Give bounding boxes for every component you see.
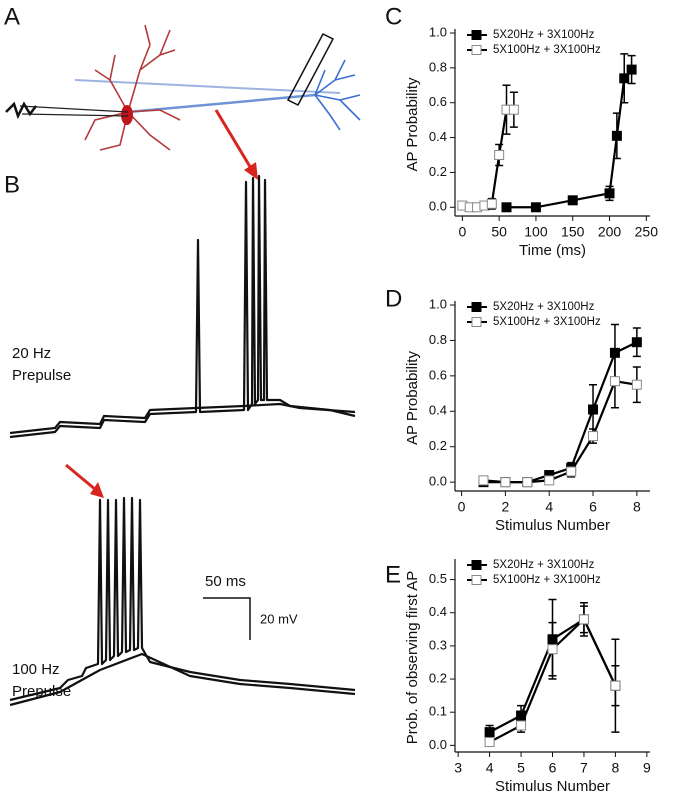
y-axis-label: AP Probability bbox=[404, 77, 421, 171]
panel-letter: B bbox=[4, 171, 20, 198]
marker bbox=[611, 130, 622, 141]
x-tick-label: 0 bbox=[458, 224, 466, 240]
x-tick-label: 8 bbox=[612, 760, 620, 776]
marker bbox=[484, 727, 495, 738]
y-tick-label: 0.2 bbox=[429, 670, 447, 685]
y-tick-label: 0.0 bbox=[429, 474, 447, 489]
marker bbox=[609, 376, 620, 387]
legend-marker bbox=[471, 575, 482, 585]
x-tick-label: 6 bbox=[549, 760, 557, 776]
legend-marker bbox=[471, 317, 482, 327]
y-tick-label: 0.6 bbox=[429, 94, 447, 109]
x-tick-label: 7 bbox=[580, 760, 588, 776]
y-axis-label: Prob. of observing first AP bbox=[404, 571, 421, 744]
voltage-traces bbox=[9, 109, 356, 707]
legend-label: 5X20Hz + 3X100Hz bbox=[493, 559, 595, 571]
y-tick-label: 0.8 bbox=[429, 59, 447, 74]
trace-label: Prepulse bbox=[12, 367, 71, 384]
marker bbox=[567, 195, 578, 206]
marker bbox=[604, 188, 615, 199]
marker bbox=[588, 431, 599, 442]
marker bbox=[516, 720, 527, 731]
y-tick-label: 0.5 bbox=[429, 571, 447, 586]
y-tick-label: 0.0 bbox=[429, 737, 447, 752]
panel-letter: A bbox=[4, 3, 20, 30]
legend-label: 5X100Hz + 3X100Hz bbox=[493, 316, 601, 328]
legend-label: 5X100Hz + 3X100Hz bbox=[493, 44, 601, 56]
marker bbox=[544, 475, 555, 486]
y-tick-label: 0.4 bbox=[429, 604, 447, 619]
marker bbox=[619, 73, 630, 84]
y-tick-label: 0.8 bbox=[429, 332, 447, 347]
marker bbox=[588, 404, 599, 415]
x-axis-label: Stimulus Number bbox=[495, 778, 610, 795]
legend-marker bbox=[471, 30, 482, 40]
panel-letter: E bbox=[385, 561, 401, 588]
x-tick-label: 9 bbox=[643, 760, 651, 776]
marker bbox=[566, 466, 577, 477]
trace-label: 100 Hz bbox=[12, 661, 60, 678]
scale-bar-time: 50 ms bbox=[205, 573, 246, 590]
legend-label: 5X20Hz + 3X100Hz bbox=[493, 301, 595, 313]
marker bbox=[484, 737, 495, 748]
marker bbox=[486, 198, 497, 209]
marker bbox=[478, 475, 489, 486]
x-tick-label: 2 bbox=[501, 499, 509, 515]
legend-label: 5X20Hz + 3X100Hz bbox=[493, 29, 595, 41]
marker bbox=[631, 379, 642, 390]
y-tick-label: 0.4 bbox=[429, 129, 447, 144]
panel-letter: D bbox=[385, 285, 402, 312]
y-tick-label: 0.2 bbox=[429, 438, 447, 453]
x-tick-label: 4 bbox=[486, 760, 494, 776]
x-tick-label: 100 bbox=[524, 224, 548, 240]
x-tick-label: 8 bbox=[633, 499, 641, 515]
marker bbox=[578, 614, 589, 625]
scale-bar-voltage: 20 mV bbox=[260, 611, 298, 626]
marker bbox=[501, 202, 512, 213]
x-tick-label: 200 bbox=[598, 224, 622, 240]
marker bbox=[494, 150, 505, 160]
y-tick-label: 0.0 bbox=[429, 199, 447, 214]
series-line bbox=[483, 379, 638, 484]
y-tick-label: 0.2 bbox=[429, 164, 447, 179]
x-tick-label: 0 bbox=[458, 499, 466, 515]
y-axis-label: AP Probability bbox=[404, 351, 421, 445]
marker bbox=[530, 202, 541, 213]
trace-label: 20 Hz bbox=[12, 345, 51, 362]
y-tick-label: 0.6 bbox=[429, 367, 447, 382]
marker bbox=[547, 644, 558, 655]
x-tick-label: 4 bbox=[545, 499, 553, 515]
y-tick-label: 0.3 bbox=[429, 637, 447, 652]
x-axis-label: Time (ms) bbox=[519, 242, 586, 259]
series-line bbox=[483, 341, 638, 484]
x-tick-label: 3 bbox=[454, 760, 462, 776]
x-tick-label: 6 bbox=[589, 499, 597, 515]
y-tick-label: 0.1 bbox=[429, 704, 447, 719]
x-tick-label: 250 bbox=[635, 224, 659, 240]
marker bbox=[631, 337, 642, 348]
y-tick-label: 1.0 bbox=[429, 296, 447, 311]
y-tick-label: 1.0 bbox=[429, 24, 447, 39]
marker bbox=[626, 64, 637, 75]
y-tick-label: 0.4 bbox=[429, 403, 447, 418]
x-tick-label: 5 bbox=[517, 760, 525, 776]
trace-label: Prepulse bbox=[12, 683, 71, 700]
x-tick-label: 50 bbox=[491, 224, 507, 240]
legend-label: 5X100Hz + 3X100Hz bbox=[493, 574, 601, 586]
legend-marker bbox=[471, 302, 482, 312]
neuron-sketch bbox=[5, 24, 361, 151]
legend-marker bbox=[471, 45, 482, 55]
x-tick-label: 150 bbox=[561, 224, 585, 240]
marker bbox=[522, 477, 533, 488]
marker bbox=[500, 477, 511, 488]
marker bbox=[610, 680, 621, 691]
legend-marker bbox=[471, 560, 482, 570]
marker bbox=[508, 104, 519, 115]
x-axis-label: Stimulus Number bbox=[495, 517, 610, 534]
panel-letter: C bbox=[385, 3, 402, 30]
